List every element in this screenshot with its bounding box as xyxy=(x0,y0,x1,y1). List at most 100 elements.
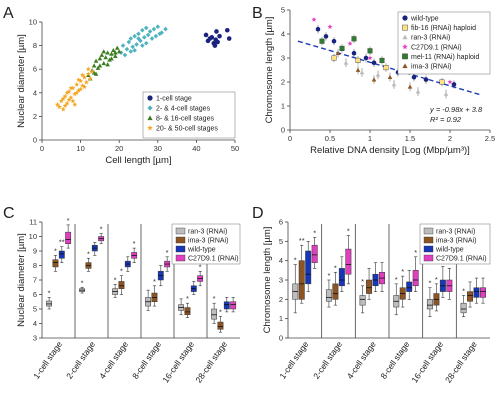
data-point xyxy=(81,74,87,80)
significance-mark: * xyxy=(153,277,156,286)
legend-label: mel-11 (RNAi) haploid xyxy=(411,54,479,61)
legend-swatch xyxy=(423,227,434,235)
data-point xyxy=(107,57,112,62)
data-point xyxy=(72,91,78,97)
significance-mark: * xyxy=(462,286,465,295)
y-axis-title: Nuclear diameter [µm] xyxy=(16,233,27,327)
data-point xyxy=(335,50,341,56)
category-label: 16-cell stage xyxy=(409,339,445,384)
y-tick-label: 3 xyxy=(279,276,283,285)
data-point xyxy=(56,104,62,110)
data-point xyxy=(355,67,361,72)
x-tick-label: 2 xyxy=(448,134,452,143)
significance-mark: ** xyxy=(59,238,65,247)
data-point xyxy=(355,57,361,63)
legend-label: ran-3 (RNAi) xyxy=(411,35,450,42)
data-point xyxy=(78,86,84,92)
legend-marker xyxy=(402,15,408,21)
data-point xyxy=(85,66,91,72)
data-point xyxy=(128,49,134,54)
data-point xyxy=(105,62,110,67)
data-point xyxy=(111,48,116,53)
data-point xyxy=(70,98,76,104)
legend-marker xyxy=(147,115,153,121)
legend-swatch xyxy=(423,236,434,244)
data-point xyxy=(217,33,222,39)
legend-marker xyxy=(402,63,408,69)
box-body xyxy=(298,260,305,300)
data-point xyxy=(143,25,149,31)
legend-label: ima-3 (RNAi) xyxy=(436,238,476,245)
data-point xyxy=(423,77,429,82)
data-point xyxy=(132,33,137,39)
significance-mark: * xyxy=(120,267,123,276)
box-body xyxy=(359,295,366,306)
x-tick-label: 0 xyxy=(40,144,44,153)
y-tick-label: 3 xyxy=(281,54,285,63)
x-axis-title: Relative DNA density [Log (Mbp/µm³)] xyxy=(310,145,470,156)
legend-label: wild-type xyxy=(187,247,216,254)
data-point xyxy=(66,88,72,94)
data-point xyxy=(224,27,230,33)
data-point xyxy=(58,98,64,104)
box-body xyxy=(65,231,72,244)
y-tick-label: 5 xyxy=(279,237,283,246)
data-point xyxy=(391,82,397,87)
significance-mark: * xyxy=(54,246,57,255)
data-point xyxy=(116,49,122,54)
data-point xyxy=(155,24,161,30)
y-tick-label: 4 xyxy=(33,319,37,328)
data-point xyxy=(68,94,74,100)
box-body xyxy=(311,244,318,263)
data-point xyxy=(64,100,70,106)
x-tick-label: 1.5 xyxy=(405,134,415,143)
data-point xyxy=(136,36,141,41)
chart-a-scatter: 0 10 20 30 40 50 0 2 4 6 8 10 Cell length [µm] Nuclea… xyxy=(16,18,239,167)
y-tick-label: 11 xyxy=(29,218,37,227)
chart-b-scatter: 0 0.5 1 1.5 2 2.5 0 1 2 3 4 5 Relative DNA density [… xyxy=(264,6,495,157)
y-tick-label: 2 xyxy=(281,78,285,87)
legend-marker xyxy=(402,53,408,60)
significance-mark: * xyxy=(81,278,84,287)
data-point xyxy=(91,63,97,68)
panel-letter-c: C xyxy=(3,205,15,222)
data-point xyxy=(351,36,357,42)
box-body xyxy=(345,248,352,275)
data-point xyxy=(343,60,349,65)
x-tick-label: 0 xyxy=(288,134,292,143)
data-point xyxy=(99,52,105,57)
data-point xyxy=(72,101,78,107)
data-point xyxy=(359,70,365,75)
legend-label: 8- & 16-cell stages xyxy=(156,116,214,123)
significance-mark: * xyxy=(114,275,117,284)
significance-mark: * xyxy=(133,239,136,248)
x-tick-label: 0.5 xyxy=(325,134,335,143)
data-point xyxy=(331,38,337,44)
data-point xyxy=(347,40,353,46)
box-body xyxy=(184,307,191,316)
data-point xyxy=(103,55,108,60)
box-body xyxy=(217,321,224,330)
legend-label: ran-3 (RNAi) xyxy=(436,229,475,236)
data-point xyxy=(85,71,91,77)
data-point xyxy=(76,87,82,93)
legend-label: fib-16 (RNAi) haploid xyxy=(411,25,476,32)
data-point xyxy=(76,77,82,82)
significance-mark: * xyxy=(100,225,103,234)
y-tick-label: 1 xyxy=(281,102,285,111)
legend-marker xyxy=(402,34,408,40)
data-point xyxy=(128,36,134,41)
data-point xyxy=(215,39,220,45)
data-point xyxy=(80,72,86,78)
y-tick-label: 6 xyxy=(33,65,37,74)
legend-label: 2- & 4-cell stages xyxy=(156,106,211,113)
data-point xyxy=(151,26,157,32)
data-point xyxy=(120,43,126,48)
panel-letter-b: B xyxy=(252,5,263,22)
y-tick-label: 10 xyxy=(29,232,37,241)
x-tick-label: 50 xyxy=(231,144,239,153)
data-point xyxy=(87,76,93,81)
legend-marker xyxy=(147,95,153,101)
y-axis-title: Chromosome length [µm] xyxy=(262,227,273,334)
y-tick-label: 0 xyxy=(33,136,37,145)
